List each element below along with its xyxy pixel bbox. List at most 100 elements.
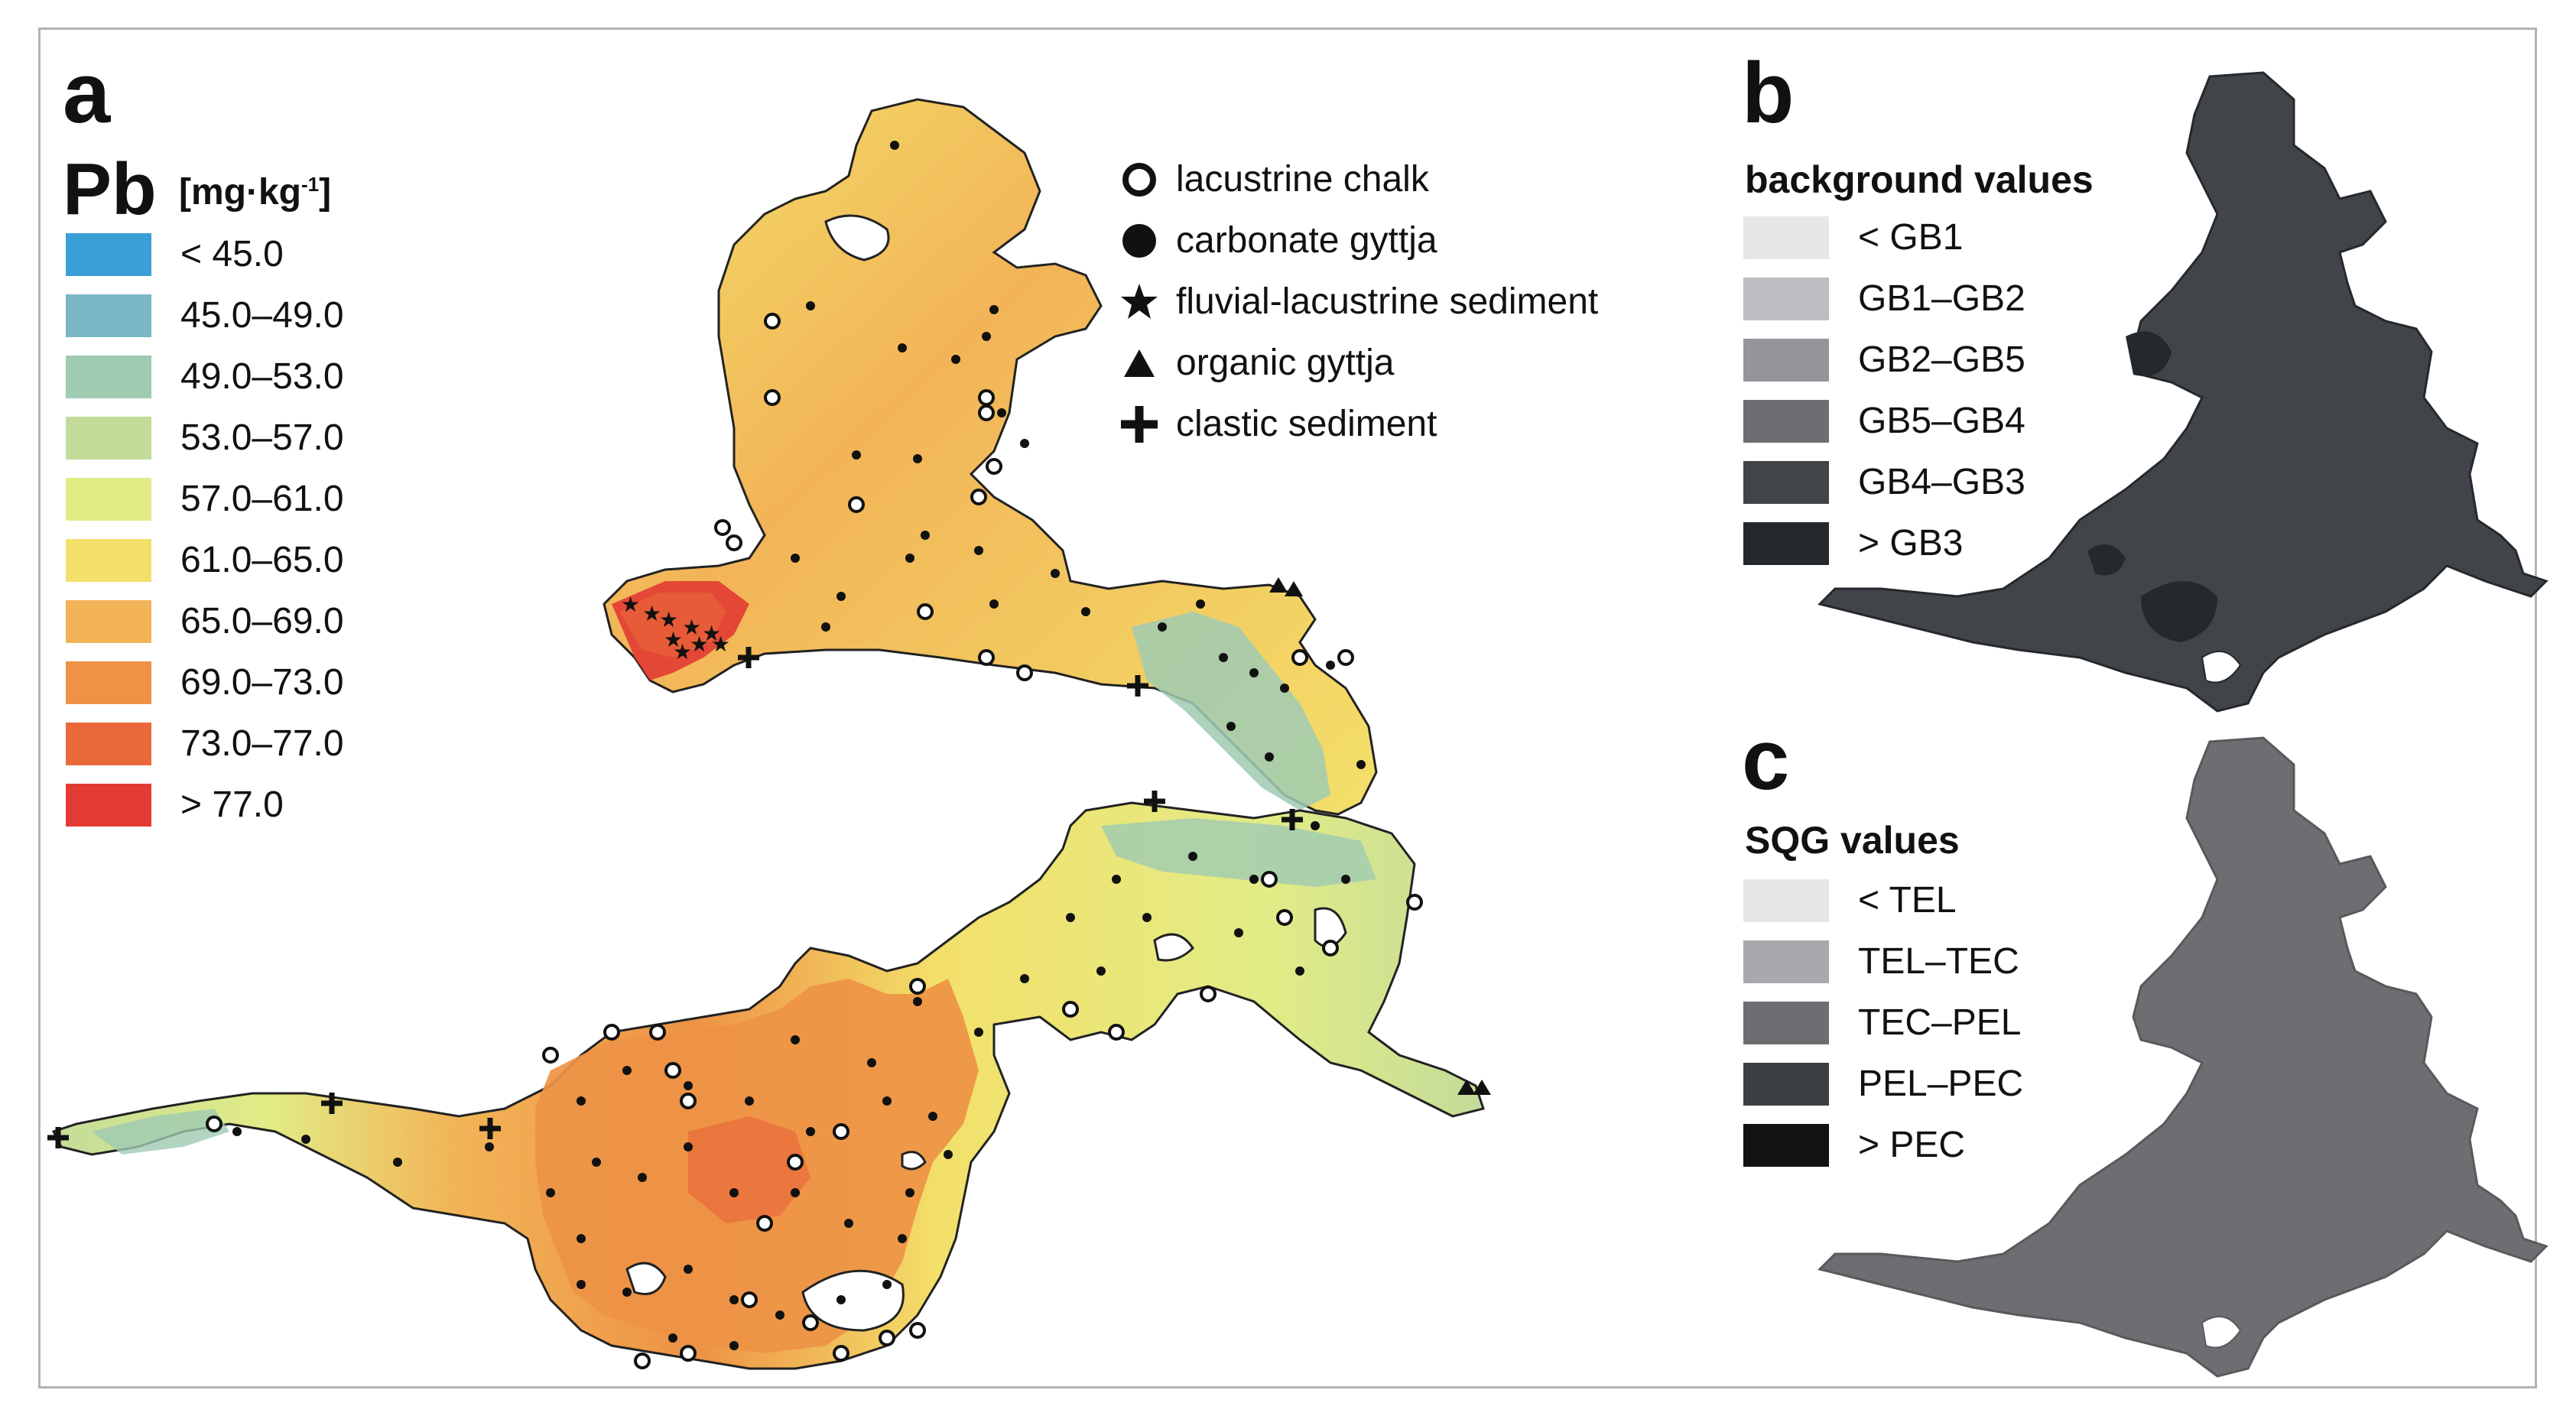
sample-point xyxy=(1188,852,1197,861)
sample-point xyxy=(1062,1001,1079,1018)
sample-point xyxy=(997,408,1006,417)
pb-class-swatch xyxy=(66,356,151,398)
pb-class-legend-item: 65.0–69.0 xyxy=(66,600,344,643)
pb-class-swatch xyxy=(66,417,151,460)
pb-class-legend-label: 57.0–61.0 xyxy=(180,479,344,519)
sample-point xyxy=(546,1188,555,1197)
gb-class-legend-label: GB1–GB2 xyxy=(1858,278,2025,319)
sample-point xyxy=(1219,653,1228,662)
gb-class-legend-label: GB5–GB4 xyxy=(1858,401,2025,441)
gb-class-legend-item: GB5–GB4 xyxy=(1743,400,2025,443)
sqg-class-legend-item: TEC–PEL xyxy=(1743,1002,2021,1044)
gb-class-legend-label: > GB3 xyxy=(1858,523,1964,563)
gb-class-swatch xyxy=(1743,461,1829,504)
sample-point xyxy=(791,1188,800,1197)
sample-point xyxy=(921,531,930,540)
sample-point xyxy=(836,1295,846,1304)
sample-point xyxy=(974,546,983,555)
sample-point xyxy=(1142,913,1152,922)
gb-class-legend-item: < GB1 xyxy=(1743,216,1963,259)
sample-point xyxy=(944,1150,953,1159)
sample-point xyxy=(393,1158,402,1167)
gb-class-legend-item: GB4–GB3 xyxy=(1743,461,2025,504)
triangle-icon xyxy=(1124,349,1155,377)
svg-text:★: ★ xyxy=(664,627,683,652)
gb-class-legend-label: GB2–GB5 xyxy=(1858,339,2025,380)
sample-point xyxy=(1016,664,1033,681)
svg-text:★: ★ xyxy=(702,621,721,646)
sqg-class-legend-label: TEC–PEL xyxy=(1858,1002,2022,1043)
sample-point xyxy=(1291,649,1308,666)
sample-point xyxy=(1265,752,1274,762)
open-circle-icon xyxy=(1122,163,1156,196)
sample-point xyxy=(882,1280,892,1289)
sample-point xyxy=(1234,928,1243,937)
gb-class-legend-item: GB1–GB2 xyxy=(1743,278,2025,320)
pb-class-swatch xyxy=(66,294,151,337)
sample-point xyxy=(821,622,830,632)
sediment-legend-label: fluvial-lacustrine sediment xyxy=(1176,281,1599,322)
sqg-class-legend-label: PEL–PEC xyxy=(1858,1064,2024,1104)
gb-class-swatch xyxy=(1743,522,1829,565)
gb-class-legend-label: GB4–GB3 xyxy=(1858,462,2025,502)
sample-point xyxy=(232,1127,242,1136)
gb-class-legend-label: < GB1 xyxy=(1858,217,1964,258)
pb-class-legend-item: 73.0–77.0 xyxy=(66,723,344,765)
sample-point xyxy=(1249,875,1259,884)
sample-point xyxy=(764,313,781,330)
sample-point xyxy=(890,141,899,150)
sample-point xyxy=(1196,599,1205,609)
lacustrine-chalk-samples xyxy=(206,313,1423,1369)
carbonate-gyttja-samples xyxy=(232,141,1366,1350)
sample-point xyxy=(905,1188,914,1197)
pb-class-legend-label: 53.0–57.0 xyxy=(180,417,344,458)
pb-class-legend-label: 65.0–69.0 xyxy=(180,601,344,641)
panel-a-label: a xyxy=(63,45,111,141)
pb-class-swatch xyxy=(66,600,151,643)
sample-point xyxy=(1311,821,1320,830)
svg-text:★: ★ xyxy=(682,615,701,640)
pb-class-legend-item: 53.0–57.0 xyxy=(66,417,344,460)
element-label: Pb xyxy=(63,148,157,230)
svg-text:★: ★ xyxy=(690,632,709,657)
sample-point xyxy=(206,1116,223,1132)
sample-point xyxy=(1096,966,1106,976)
gb-class-swatch xyxy=(1743,400,1829,443)
sample-point xyxy=(1226,722,1236,731)
sample-point xyxy=(729,1188,739,1197)
sample-point xyxy=(603,1024,620,1041)
sample-point xyxy=(989,599,999,609)
sample-point xyxy=(684,1265,693,1274)
sqg-class-legend-label: > PEC xyxy=(1858,1125,1966,1165)
pb-class-legend-item: 57.0–61.0 xyxy=(66,478,344,521)
sample-point xyxy=(726,534,742,551)
svg-text:★: ★ xyxy=(711,632,730,657)
sample-point xyxy=(970,489,987,505)
sample-point xyxy=(680,1345,697,1362)
sample-point xyxy=(806,1127,815,1136)
pb-class-legend-label: 61.0–65.0 xyxy=(180,540,344,580)
sample-point xyxy=(802,1314,819,1331)
island xyxy=(824,214,890,261)
sediment-legend-item: fluvial-lacustrine sediment xyxy=(1118,279,1598,325)
panel-b-label: b xyxy=(1742,45,1795,141)
svg-text:★: ★ xyxy=(621,592,640,617)
gb-class-legend-item: > GB3 xyxy=(1743,522,1963,565)
sample-point xyxy=(978,649,995,666)
sample-point xyxy=(909,1322,926,1339)
sample-point xyxy=(791,554,800,563)
sample-point xyxy=(836,592,846,601)
sample-point xyxy=(951,355,960,364)
sediment-legend-label: organic gyttja xyxy=(1176,343,1395,383)
sample-point xyxy=(1276,909,1293,926)
pb-class-legend-label: < 45.0 xyxy=(180,234,284,274)
sample-point xyxy=(729,1341,739,1350)
sample-point xyxy=(1066,913,1075,922)
filled-circle-icon xyxy=(1122,224,1156,258)
sample-point xyxy=(898,1234,907,1243)
sqg-values-title: SQG values xyxy=(1745,819,1960,862)
sample-point xyxy=(1112,875,1121,884)
pb-class-swatch xyxy=(66,539,151,582)
pb-class-swatch xyxy=(66,478,151,521)
